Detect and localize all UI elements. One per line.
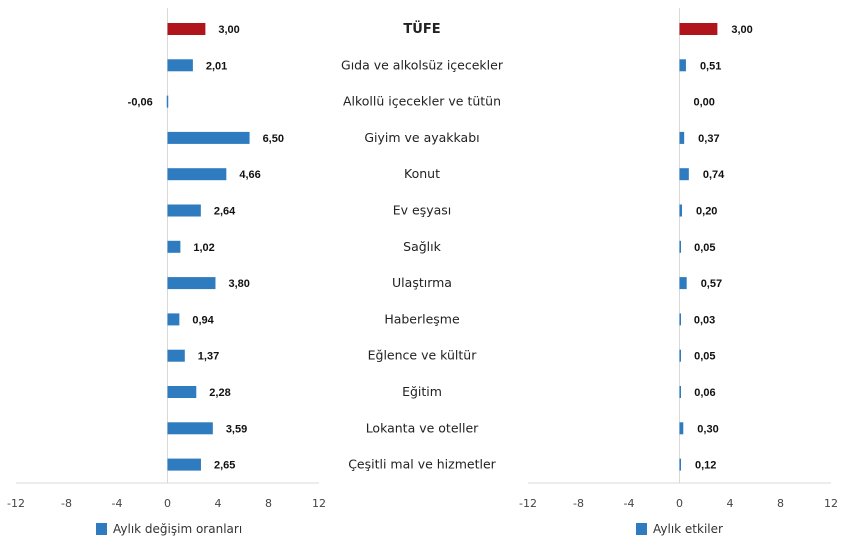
data-label: 0,20: [696, 206, 717, 218]
x-tick-label: 4: [727, 497, 734, 510]
bar: [167, 277, 216, 290]
bar: [679, 313, 681, 326]
x-tick-label: -8: [61, 497, 72, 510]
bar: [167, 204, 201, 217]
category-label: TÜFE: [403, 21, 440, 37]
bar: [679, 277, 687, 290]
legend-swatch: [96, 523, 107, 535]
bar: [167, 131, 250, 144]
x-tick-label: -12: [7, 497, 25, 510]
category-label: Eğlence ve kültür: [368, 348, 478, 363]
category-label: Eğitim: [402, 384, 442, 399]
category-label: Konut: [404, 166, 440, 181]
bar: [679, 168, 689, 181]
category-label: Ulaştırma: [392, 275, 452, 290]
data-label: 3,00: [731, 24, 752, 36]
legend-swatch: [636, 523, 647, 535]
data-label: 2,64: [214, 206, 236, 218]
x-tick-label: 0: [164, 497, 171, 510]
bar: [167, 313, 180, 326]
category-label: Haberleşme: [384, 311, 460, 326]
x-tick-label: 12: [824, 497, 838, 510]
data-label: 0,12: [695, 460, 716, 472]
x-tick-label: 8: [265, 497, 272, 510]
data-label: 2,01: [206, 60, 227, 72]
x-tick-label: 12: [312, 497, 326, 510]
data-label: -0,06: [128, 97, 153, 109]
category-label: Gıda ve alkolsüz içecekler: [341, 57, 504, 72]
data-label: 0,05: [694, 242, 715, 254]
bar: [679, 240, 681, 253]
bar: [679, 422, 684, 435]
bar: [167, 240, 181, 253]
bar: [167, 349, 185, 362]
bar: [166, 95, 169, 108]
category-label: Ev eşyası: [393, 203, 452, 218]
data-label: 0,51: [700, 60, 721, 72]
data-label: 3,80: [228, 278, 249, 290]
bar: [167, 386, 197, 398]
x-tick-label: -12: [519, 497, 537, 510]
bar: [679, 59, 686, 72]
x-tick-label: -4: [112, 497, 123, 510]
data-label: 4,66: [239, 169, 260, 181]
data-label: 0,05: [694, 351, 715, 363]
data-label: 0,74: [703, 169, 725, 181]
bar: [167, 458, 201, 471]
x-tick-label: 4: [215, 497, 222, 510]
category-label: Giyim ve ayakkabı: [364, 130, 479, 145]
bar: [679, 204, 683, 217]
x-tick-label: -8: [573, 497, 584, 510]
data-label: 0,94: [192, 314, 214, 326]
x-tick-label: 8: [777, 497, 784, 510]
x-tick-label: 0: [676, 497, 683, 510]
data-label: 2,65: [214, 460, 235, 472]
data-label: 0,30: [697, 423, 718, 435]
category-label: Lokanta ve oteller: [366, 420, 479, 435]
data-label: 0,06: [694, 387, 715, 399]
data-label: 1,37: [198, 351, 219, 363]
bar: [167, 168, 227, 181]
bar: [167, 59, 193, 72]
data-label: 0,03: [694, 314, 715, 326]
data-label: 3,59: [226, 423, 247, 435]
data-label: 0,57: [701, 278, 722, 290]
bar: [167, 422, 213, 435]
category-label: Alkollü içecekler ve tütün: [343, 94, 501, 109]
data-label: 2,28: [209, 387, 230, 399]
bar: [679, 131, 685, 144]
bar-tufe: [679, 23, 718, 35]
legend-label: Aylık değişim oranları: [113, 522, 242, 536]
x-tick-label: -4: [624, 497, 635, 510]
bar: [679, 386, 681, 398]
bar-tufe: [167, 23, 206, 35]
data-label: 0,37: [698, 133, 719, 145]
data-label: 6,50: [263, 133, 284, 145]
category-label: Sağlık: [403, 239, 441, 254]
data-label: 3,00: [218, 24, 239, 36]
category-label: Çeşitli mal ve hizmetler: [348, 457, 496, 472]
data-label: 1,02: [193, 242, 214, 254]
data-label: 0,00: [694, 97, 715, 109]
legend-label: Aylık etkiler: [653, 522, 723, 536]
bar: [679, 458, 682, 471]
bar: [679, 349, 681, 362]
